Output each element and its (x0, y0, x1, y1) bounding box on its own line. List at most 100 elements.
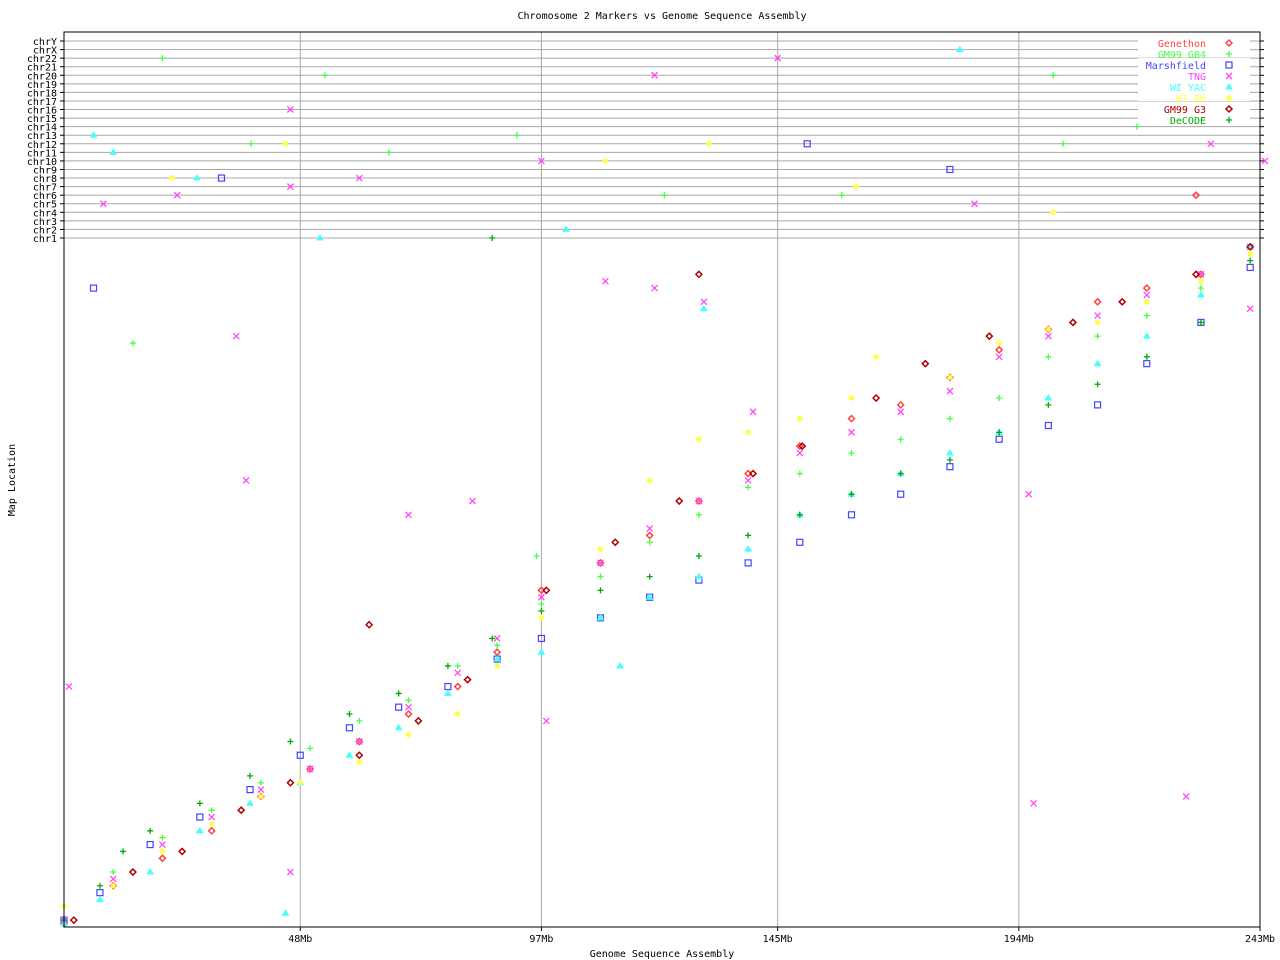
point-marshfield (395, 703, 403, 711)
point-genethon (795, 442, 804, 451)
point-decode (848, 491, 855, 498)
point-gm99-gb4 (695, 511, 702, 518)
point-genethon (1142, 284, 1151, 293)
point-genethon (453, 682, 462, 691)
point-tng (700, 298, 708, 306)
off-chromosome-point-marshfield (217, 174, 226, 182)
chromosome-label: chr13 (27, 131, 57, 142)
off-chromosome-point-wi-yac (955, 45, 964, 53)
point-marshfield (146, 840, 154, 849)
point-wi-yac (596, 613, 605, 621)
off-chromosome-point-marshfield (946, 165, 954, 174)
point-decode (597, 587, 604, 594)
point-decode (196, 800, 203, 807)
point-wi-rh (257, 793, 264, 800)
legend-background (1138, 80, 1250, 90)
point-tng (897, 408, 905, 416)
point-tng (796, 449, 804, 457)
point-tng (848, 428, 855, 436)
point-wi-rh (1143, 298, 1150, 305)
point-tng (1044, 332, 1052, 340)
x-tick-label: 194Mb (1004, 934, 1034, 945)
point-gm99-gb4 (1045, 353, 1052, 360)
point-decode (745, 532, 752, 539)
point-wi-yac (281, 909, 290, 916)
legend-background (1138, 102, 1250, 112)
point-decode (695, 553, 702, 560)
point-gm99-g3 (178, 847, 187, 856)
off-chromosome-point-wi-yac (89, 131, 98, 138)
point-wi-yac (744, 545, 753, 552)
chromosome-label: chr1 (33, 234, 57, 245)
point-genethon (493, 648, 502, 657)
point-genethon (995, 345, 1004, 354)
point-decode (946, 456, 953, 463)
point-marshfield (296, 751, 304, 759)
point-marshfield (897, 490, 905, 498)
point-gm99-gb4 (946, 415, 953, 422)
point-wi-yac (1197, 290, 1205, 298)
point-gm99-g3 (694, 270, 703, 279)
chromosome-label: chr22 (27, 54, 57, 65)
point-tng (749, 408, 757, 416)
off-chromosome-point-tng (651, 71, 659, 79)
point-gm99-gb4 (796, 470, 803, 477)
point-gm99-gb4 (897, 436, 904, 443)
legend-label-wi-yac: WI YAC (1170, 83, 1206, 94)
point-tng (257, 786, 265, 794)
off-chromosome-point-wi-rh (1050, 209, 1057, 216)
point-tng (646, 525, 654, 532)
chart-title: Chromosome 2 Markers vs Genome Sequence … (518, 11, 807, 22)
chromosome-label: chr16 (27, 106, 57, 117)
point-marshfield (89, 284, 98, 292)
legend-marker-wi-rh (1226, 95, 1232, 101)
point-gm99-g3 (1246, 242, 1255, 251)
point-genethon (355, 737, 364, 746)
point-decode (538, 607, 545, 614)
off-chromosome-point-wi-yac (193, 174, 201, 181)
point-wi-yac (345, 751, 354, 758)
point-gm99-g3 (414, 716, 423, 725)
point-wi-rh (996, 340, 1003, 347)
point-wi-yac (444, 689, 452, 696)
point-wi-rh (1094, 319, 1101, 326)
point-decode (996, 429, 1003, 436)
point-gm99-g3 (1118, 297, 1127, 306)
off-chromosome-point-gm99-gb4 (321, 72, 328, 79)
chromosome-label: chrX (33, 46, 57, 57)
off-chromosome-point-tng (971, 200, 978, 208)
legend-background (1138, 36, 1250, 46)
off-chromosome-point-gm99-gb4 (248, 140, 255, 147)
point-tng (469, 497, 476, 505)
point-gm99-gb4 (208, 807, 215, 814)
point-wi-yac (946, 448, 954, 456)
point-tng (306, 765, 314, 773)
point-tng (542, 717, 550, 725)
point-marshfield (96, 889, 104, 897)
point-decode (120, 848, 127, 855)
chromosome-label: chr14 (27, 123, 57, 134)
legend-background (1138, 113, 1250, 123)
point-gm99-gb4 (356, 717, 363, 724)
point-wi-yac (616, 661, 625, 669)
point-decode (489, 635, 496, 642)
point-tng (355, 738, 363, 745)
point-tng (405, 511, 412, 519)
off-chromosome-point-wi-rh (705, 140, 712, 147)
legend-label-genethon: Genethon (1158, 39, 1206, 50)
chromosome-label: chr20 (27, 71, 57, 82)
point-tng (695, 497, 703, 505)
off-chromosome-point-gm99-gb4 (513, 132, 520, 139)
point-marshfield (796, 538, 804, 546)
point-tng (65, 683, 73, 691)
legend-marker-gm99-gb4 (1226, 51, 1232, 57)
point-gm99-gb4 (996, 395, 1003, 402)
point-gm99-g3 (355, 751, 364, 760)
legend-background (1138, 69, 1250, 79)
point-wi-yac (146, 868, 155, 875)
off-chromosome-point-gm99-gb4 (1060, 140, 1067, 147)
point-marshfield (345, 724, 354, 732)
point-tng (1182, 793, 1190, 800)
off-chromosome-point-wi-rh (853, 183, 860, 190)
